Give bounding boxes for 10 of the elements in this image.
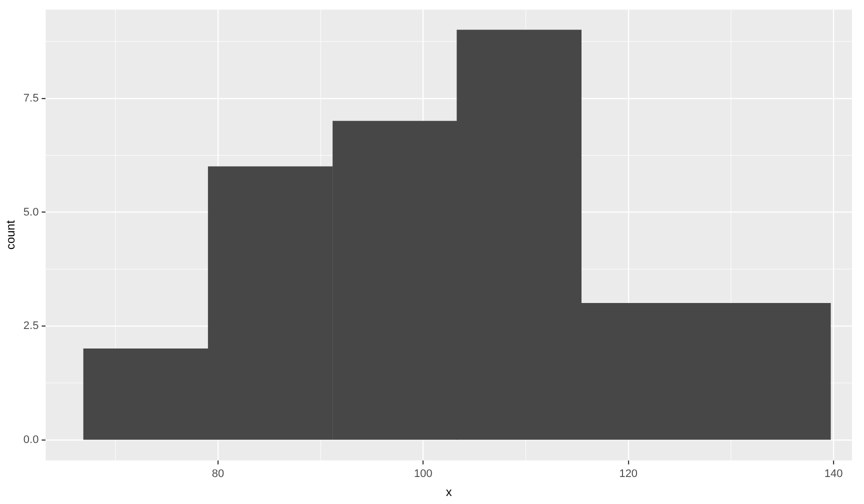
x-axis-title: x (446, 485, 452, 500)
x-tick-label: 140 (824, 468, 843, 480)
y-axis-title: count (4, 220, 18, 250)
x-tick-label: 120 (619, 468, 638, 480)
y-tick-label: 0.0 (23, 434, 39, 446)
x-tick-label: 100 (414, 468, 432, 480)
y-tick-label: 2.5 (23, 320, 39, 332)
y-tick-label: 5.0 (23, 206, 39, 218)
y-tick-label: 7.5 (23, 92, 39, 104)
x-tick-label: 80 (212, 468, 224, 480)
